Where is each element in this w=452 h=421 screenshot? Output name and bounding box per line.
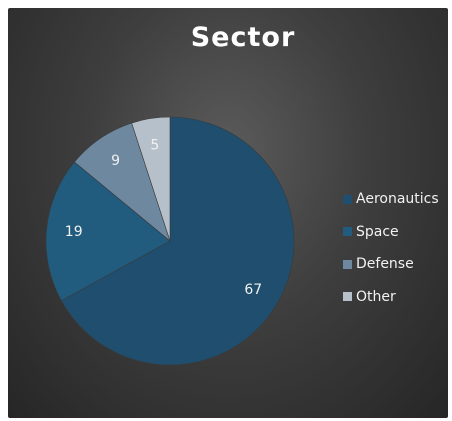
legend: Aeronautics Space Defense Other — [343, 183, 439, 313]
data-label-space: 19 — [65, 224, 83, 240]
legend-swatch — [343, 227, 352, 237]
legend-item-defense: Defense — [343, 248, 439, 281]
data-label-aeronautics: 67 — [244, 282, 262, 298]
pie-slices — [45, 116, 295, 366]
chart-title: Sector — [190, 22, 296, 53]
legend-label: Aeronautics — [356, 191, 439, 208]
data-label-defense: 9 — [111, 153, 120, 169]
legend-swatch — [343, 194, 352, 204]
legend-item-other: Other — [343, 281, 439, 314]
legend-label: Defense — [356, 256, 414, 273]
legend-label: Space — [356, 223, 399, 240]
data-label-other: 5 — [150, 137, 159, 153]
legend-label: Other — [356, 288, 396, 305]
pie-slice-other — [131, 116, 171, 242]
pie-slice-space — [45, 161, 171, 302]
legend-swatch — [343, 292, 352, 302]
data-labels: 67 19 9 5 — [65, 137, 262, 298]
legend-swatch — [343, 259, 352, 269]
legend-item-aeronautics: Aeronautics — [343, 183, 439, 216]
chart-area: Sector 67 19 9 5 Aeronautics Space Defense Oth… — [8, 8, 448, 418]
pie-slice-aeronautics — [60, 116, 295, 366]
pie-chart: 67 19 9 5 — [45, 116, 295, 366]
legend-item-space: Space — [343, 216, 439, 249]
